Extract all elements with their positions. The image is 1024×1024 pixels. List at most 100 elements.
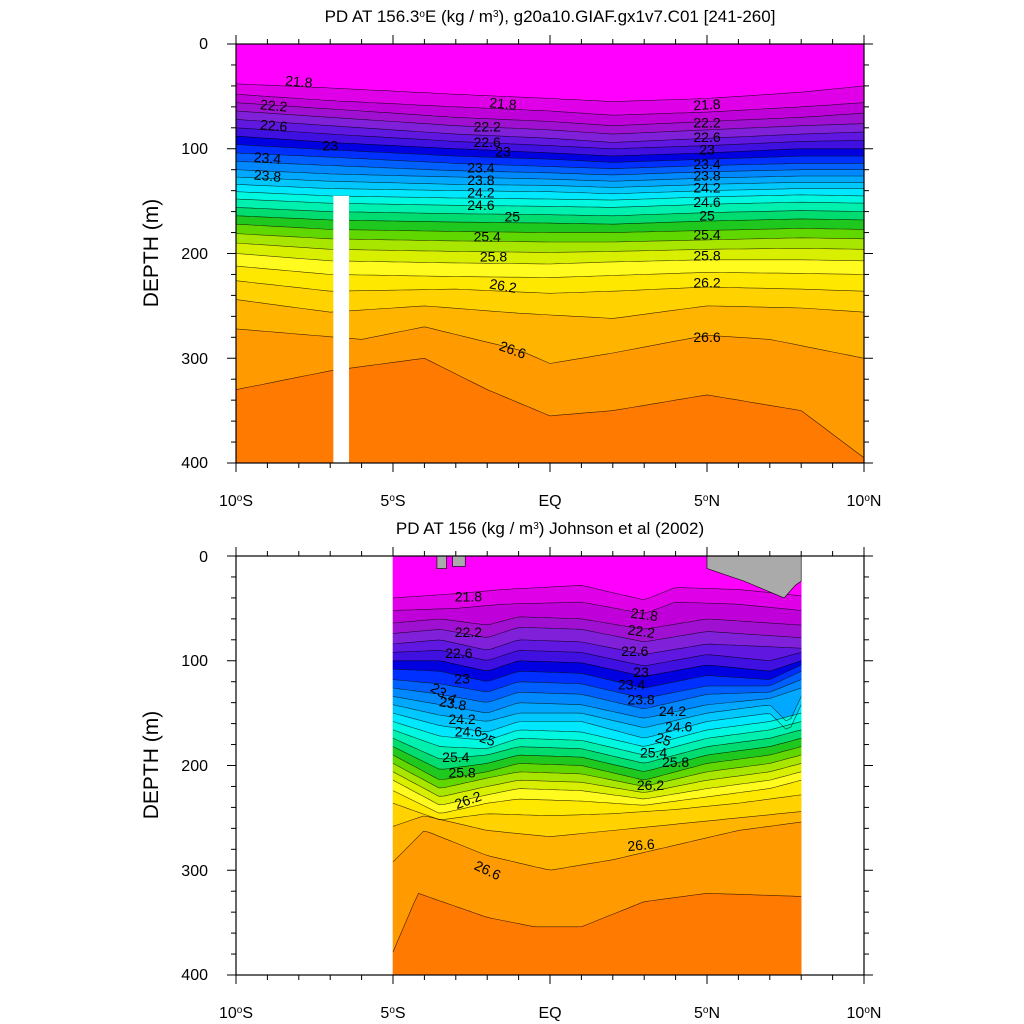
contour-label: 23 <box>454 670 470 686</box>
x-tick-label: 10oN <box>847 1005 882 1023</box>
contour-label: 24.2 <box>693 179 720 195</box>
contour-label: 21.8 <box>455 589 482 605</box>
contour-line <box>392 779 802 814</box>
y-tick-label: 200 <box>181 246 208 263</box>
panel-model-yticks: 0 100 200 300 400 <box>181 36 208 472</box>
contour-label: 25 <box>505 209 521 225</box>
contour-label: 26.6 <box>693 329 720 345</box>
contour-label: 22.6 <box>445 645 472 661</box>
contour-line <box>235 127 865 150</box>
contour-line <box>392 639 802 655</box>
contour-label: 21.8 <box>693 96 721 113</box>
contour-line <box>235 94 865 116</box>
y-tick-label: 300 <box>181 351 208 368</box>
contour-label: 26.2 <box>637 777 664 793</box>
contour-label: 22.6 <box>474 134 501 150</box>
panel-model-contour-labels: 21.821.8 21.822.222.2 22.222.622.6 22.623 23… <box>253 72 721 362</box>
panel-observed-title: PD AT 156 (kg / m3) Johnson et al (2002) <box>396 519 704 538</box>
x-tick-label: 10oS <box>219 493 253 511</box>
missing-data-patch <box>706 555 802 599</box>
contour-label: 23.4 <box>467 159 494 175</box>
contour-line <box>392 754 802 789</box>
y-tick-label: 0 <box>199 549 208 566</box>
contour-line <box>392 712 802 747</box>
contour-label: 23 <box>699 142 715 158</box>
contour-line <box>392 763 802 797</box>
contour-line <box>235 176 864 188</box>
contour-label: 23.4 <box>253 149 282 167</box>
contour-label: 24.6 <box>467 197 494 213</box>
panel-observed-xticks: 10oS 5oS EQ 5oN 10oN <box>219 1005 881 1023</box>
contour-label: 21.8 <box>489 94 518 112</box>
contour-label: 24.2 <box>467 185 494 201</box>
x-tick-label: 10oS <box>219 1005 253 1023</box>
contour-label: 23.8 <box>253 167 282 185</box>
panel-observed-masks <box>436 555 802 599</box>
contour-label: 21.8 <box>630 605 659 625</box>
panel-observed-title-sup: 3 <box>533 521 539 532</box>
contour-label: 23.4 <box>693 156 720 172</box>
contour-line <box>235 135 864 157</box>
y-tick-label: 0 <box>199 36 208 53</box>
contour-label: 23 <box>633 664 649 680</box>
contour-line <box>235 119 865 143</box>
panel-observed-title-pre: PD AT 156 <box>396 519 477 538</box>
panel-model: PD AT 156.3oE (kg / m3), g20a10.GIAF.gx1… <box>140 7 881 510</box>
contour-label: 25.4 <box>693 226 720 242</box>
missing-data-column <box>333 195 350 463</box>
panel-observed-ylabel: DEPTH (m) <box>140 711 163 820</box>
x-tick-label: 5oN <box>694 493 720 511</box>
contour-label: 25.8 <box>480 248 507 264</box>
contour-label: 25 <box>653 729 673 749</box>
contour-label: 22.6 <box>260 116 289 134</box>
contour-line <box>235 110 865 135</box>
contour-label: 26.2 <box>488 275 518 296</box>
contour-label: 25.8 <box>448 765 475 781</box>
contour-line <box>392 746 802 781</box>
contour-label: 23.8 <box>693 168 720 184</box>
contour-line <box>392 729 802 764</box>
contour-label: 25.4 <box>640 745 667 761</box>
contour-line <box>392 670 802 699</box>
contour-label: 25.8 <box>693 247 720 263</box>
contour-line <box>392 626 802 643</box>
contour-line <box>392 821 802 871</box>
x-tick-label: 5oS <box>380 493 405 511</box>
contour-line <box>393 660 802 677</box>
panel-observed-title-mid: (kg / m <box>477 519 534 538</box>
contour-line <box>392 601 802 614</box>
x-tick-label: 5oS <box>380 1005 405 1023</box>
contour-label: 22.2 <box>260 96 289 114</box>
contour-line <box>235 83 865 102</box>
contour-line <box>392 704 802 739</box>
contour-label: 23.8 <box>438 693 468 714</box>
contour-label: 25.4 <box>442 749 469 765</box>
contour-label: 22.2 <box>627 621 656 641</box>
contour-label: 24.6 <box>665 719 692 735</box>
contour-line <box>392 738 802 772</box>
missing-data-patch <box>452 555 466 567</box>
panel-model-title-sup: 3 <box>493 9 499 20</box>
panel-model-xticks: 10oS 5oS EQ 5oN 10oN <box>219 493 881 511</box>
contour-line <box>235 144 864 163</box>
contour-label: 24.6 <box>455 724 482 740</box>
contour-label: 25 <box>478 729 498 749</box>
contour-label: 25 <box>699 208 715 224</box>
contour-label: 22.2 <box>455 624 482 640</box>
panel-model-title: PD AT 156.3oE (kg / m3), g20a10.GIAF.gx1… <box>325 7 776 26</box>
contour-label: 24.2 <box>659 703 686 719</box>
contour-line <box>392 811 802 837</box>
contour-line <box>235 152 864 170</box>
contour-line <box>392 794 802 820</box>
panel-model-masks <box>333 195 350 463</box>
panel-model-lines <box>235 83 865 459</box>
y-tick-label: 100 <box>181 141 208 158</box>
contour-line <box>235 161 864 176</box>
panel-observed: PD AT 156 (kg / m3) Johnson et al (2002)… <box>140 519 881 1022</box>
y-tick-label: 400 <box>181 455 208 472</box>
contour-label: 23 <box>495 144 511 160</box>
contour-label: 25.8 <box>662 754 689 770</box>
contour-line <box>392 687 802 719</box>
y-tick-label: 400 <box>181 967 208 984</box>
